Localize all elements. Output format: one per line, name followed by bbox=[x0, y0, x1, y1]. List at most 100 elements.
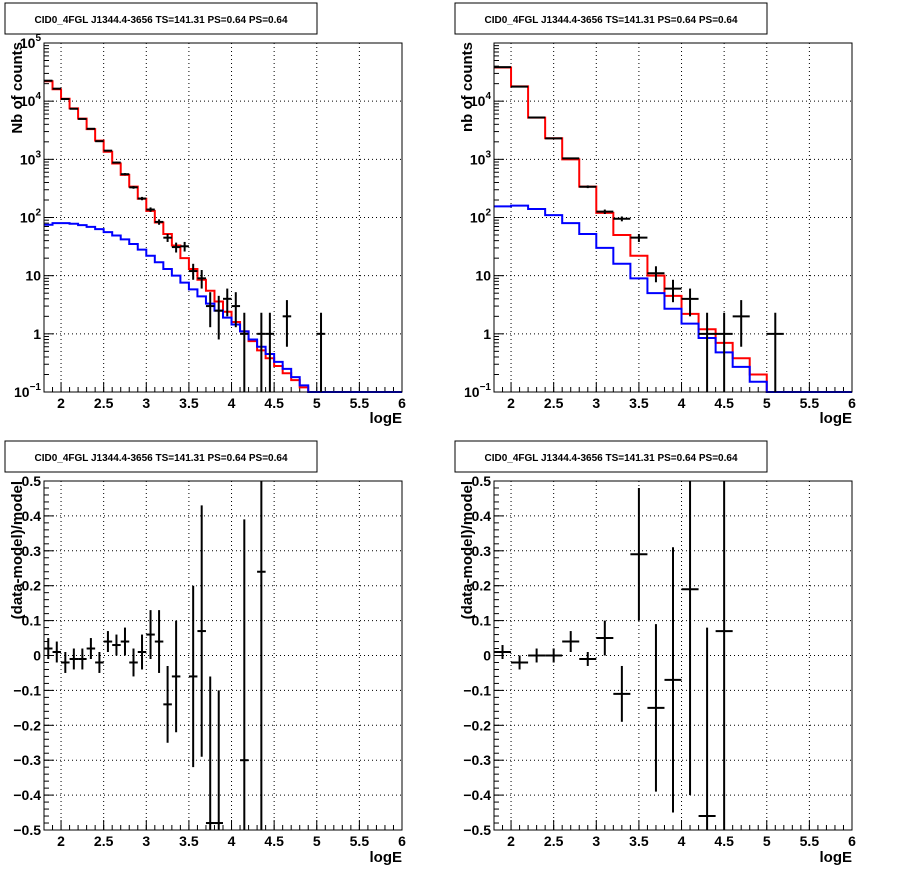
y-tick-label: 10−1 bbox=[464, 382, 491, 400]
plot-frame bbox=[43, 42, 403, 393]
data-point bbox=[545, 648, 563, 663]
data-point bbox=[129, 648, 138, 677]
source-model-line bbox=[494, 204, 852, 393]
y-tick-label: 0.4 bbox=[22, 508, 42, 524]
y-tick-label: 102 bbox=[20, 208, 42, 226]
data-point bbox=[545, 137, 563, 140]
panel-title: CID0_4FGL J1344.4-3656 TS=141.31 PS=0.64… bbox=[484, 453, 737, 464]
x-tick-label: 5.5 bbox=[800, 833, 820, 849]
y-tick-label: 0.5 bbox=[22, 473, 42, 489]
y-tick-label: 0.2 bbox=[472, 578, 492, 594]
y-tick-label: −0.5 bbox=[13, 822, 41, 838]
y-tick-label: −0.2 bbox=[463, 717, 491, 733]
title-box: CID0_4FGL J1344.4-3656 TS=141.31 PS=0.64… bbox=[4, 440, 318, 473]
x-tick-label: 4.5 bbox=[714, 833, 734, 849]
y-tick-label: −0.5 bbox=[463, 822, 491, 838]
x-tick-label: 2 bbox=[507, 833, 515, 849]
data-point bbox=[129, 185, 138, 189]
data-point bbox=[188, 263, 198, 280]
data-point bbox=[562, 631, 580, 653]
y-tick-label: −0.4 bbox=[13, 787, 41, 803]
x-axis-title: logE bbox=[820, 849, 853, 866]
x-tick-label: 4.5 bbox=[264, 833, 284, 849]
plot-frame bbox=[493, 42, 853, 393]
data-point bbox=[163, 234, 172, 242]
x-tick-label: 2 bbox=[57, 395, 65, 411]
x-tick-label: 6 bbox=[398, 395, 406, 411]
data-point bbox=[137, 196, 147, 201]
x-tick-label: 2.5 bbox=[94, 833, 114, 849]
x-tick-label: 3 bbox=[142, 833, 150, 849]
y-axis-title: (data-model)/model bbox=[9, 481, 26, 619]
data-point bbox=[112, 634, 121, 656]
y-tick-label: 0.3 bbox=[22, 543, 42, 559]
data-point bbox=[630, 234, 648, 242]
data-point bbox=[664, 547, 682, 813]
data-point bbox=[511, 85, 529, 88]
x-tick-label: 4 bbox=[228, 833, 236, 849]
data-point bbox=[579, 185, 597, 189]
y-tick-label: 0.1 bbox=[472, 613, 492, 629]
data-point bbox=[511, 655, 529, 670]
panel-title: CID0_4FGL J1344.4-3656 TS=141.31 PS=0.64… bbox=[34, 15, 287, 26]
data-point bbox=[766, 312, 784, 392]
data-point bbox=[205, 292, 215, 328]
x-tick-label: 5.5 bbox=[800, 395, 820, 411]
data-point bbox=[681, 481, 699, 796]
data-point bbox=[120, 627, 130, 656]
data-point bbox=[282, 300, 292, 347]
y-tick-label: 10−1 bbox=[14, 382, 41, 400]
y-tick-label: 105 bbox=[20, 33, 42, 51]
data-point bbox=[78, 648, 87, 670]
data-point bbox=[61, 97, 70, 100]
x-tick-label: 5 bbox=[313, 395, 321, 411]
y-tick-label: 10 bbox=[475, 268, 491, 284]
x-tick-label: 4 bbox=[678, 833, 686, 849]
title-box: CID0_4FGL J1344.4-3656 TS=141.31 PS=0.64… bbox=[4, 2, 318, 35]
data-point bbox=[180, 241, 189, 252]
x-tick-label: 2.5 bbox=[94, 395, 114, 411]
x-tick-label: 5.5 bbox=[350, 833, 370, 849]
data-point bbox=[52, 87, 62, 90]
data-point bbox=[197, 270, 206, 289]
y-tick-label: 104 bbox=[470, 91, 492, 109]
counts-coarse-panel: CID0_4FGL J1344.4-3656 TS=141.31 PS=0.64… bbox=[454, 2, 856, 427]
data-point bbox=[630, 487, 648, 621]
data-point bbox=[86, 127, 96, 130]
data-point bbox=[197, 505, 206, 757]
data-point bbox=[613, 665, 631, 722]
total-model-line bbox=[44, 80, 402, 393]
data-point bbox=[494, 645, 512, 659]
panel-title: CID0_4FGL J1344.4-3656 TS=141.31 PS=0.64… bbox=[484, 15, 737, 26]
data-point bbox=[494, 66, 512, 69]
data-point bbox=[681, 288, 699, 317]
x-tick-label: 3.5 bbox=[179, 833, 199, 849]
x-axis-title: logE bbox=[370, 410, 403, 427]
y-tick-label: 0 bbox=[33, 648, 41, 664]
data-point bbox=[214, 295, 223, 340]
x-tick-label: 2 bbox=[507, 395, 515, 411]
data-point bbox=[316, 312, 326, 392]
y-tick-label: 1 bbox=[33, 326, 41, 342]
plot-frame bbox=[43, 480, 403, 831]
y-tick-label: 0.5 bbox=[472, 473, 492, 489]
x-tick-label: 2.5 bbox=[544, 395, 564, 411]
data-point bbox=[205, 676, 215, 830]
data-point bbox=[103, 631, 113, 653]
x-axis-title: logE bbox=[370, 849, 403, 866]
data-point bbox=[103, 149, 113, 152]
y-tick-label: 104 bbox=[20, 91, 42, 109]
data-point bbox=[163, 665, 172, 743]
y-tick-label: −0.3 bbox=[463, 752, 491, 768]
x-tick-label: 5.5 bbox=[350, 395, 370, 411]
data-point bbox=[188, 585, 198, 768]
data-point bbox=[265, 312, 275, 392]
data-point bbox=[44, 638, 53, 659]
y-tick-label: 1 bbox=[483, 326, 491, 342]
data-point bbox=[715, 312, 733, 392]
data-point bbox=[52, 641, 62, 663]
y-tick-label: 10 bbox=[25, 268, 41, 284]
data-point bbox=[715, 481, 733, 830]
x-tick-label: 3.5 bbox=[629, 395, 649, 411]
y-tick-label: 0.3 bbox=[472, 543, 492, 559]
